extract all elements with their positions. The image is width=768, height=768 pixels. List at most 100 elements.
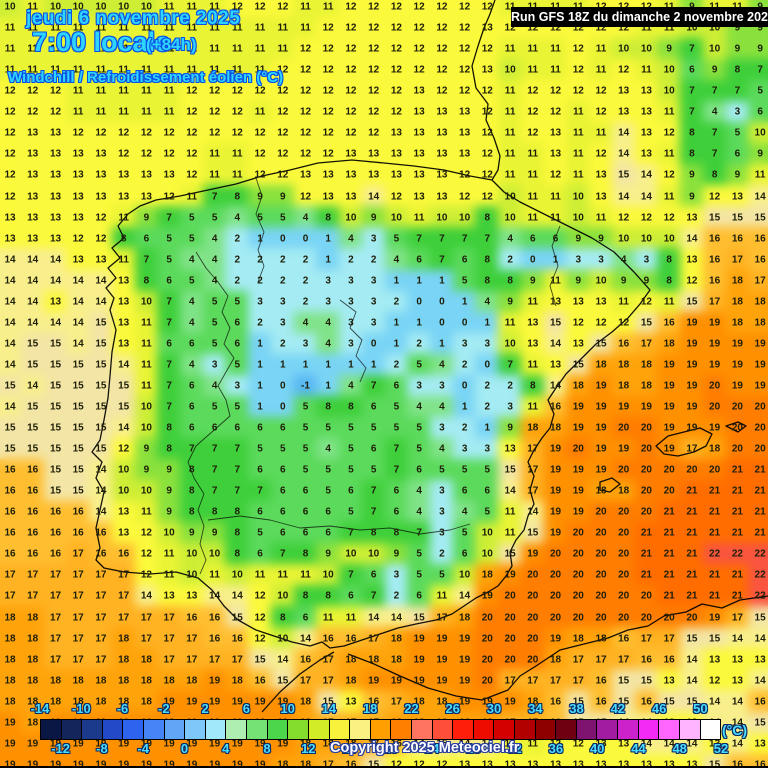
grid-value: 13 — [95, 170, 106, 181]
grid-value: 13 — [118, 338, 129, 349]
grid-value: 12 — [436, 86, 447, 97]
grid-value: 17 — [95, 633, 106, 644]
grid-value: 5 — [348, 444, 354, 455]
grid-value: 14 — [95, 507, 106, 518]
grid-value: 19 — [436, 633, 447, 644]
grid-value: 16 — [27, 549, 38, 560]
grid-value: 12 — [595, 317, 606, 328]
grid-value: 15 — [755, 212, 766, 223]
grid-value: 6 — [348, 486, 354, 497]
grid-value: 11 — [278, 570, 289, 581]
grid-value: 12 — [641, 212, 652, 223]
grid-value: 10 — [118, 465, 129, 476]
grid-value: 13 — [73, 191, 84, 202]
grid-value: 8 — [280, 612, 286, 623]
grid-value: 7 — [348, 570, 354, 581]
grid-value: 18 — [4, 654, 15, 665]
grid-value: 15 — [73, 486, 84, 497]
grid-value: 11 — [528, 191, 539, 202]
grid-value: 14 — [73, 275, 84, 286]
grid-value: 3 — [280, 317, 286, 328]
grid-value: 8 — [166, 423, 172, 434]
grid-value: 12 — [436, 65, 447, 76]
grid-value: 9 — [144, 444, 150, 455]
grid-value: 16 — [732, 759, 743, 766]
grid-value: 3 — [485, 444, 491, 455]
grid-value: 6 — [303, 528, 309, 539]
grid-value: 5 — [394, 401, 400, 412]
grid-value: 19 — [755, 359, 766, 370]
grid-value: 20 — [595, 591, 606, 602]
grid-value: 20 — [641, 507, 652, 518]
grid-value: 7 — [166, 401, 172, 412]
grid-value: 2 — [485, 380, 491, 391]
colorbar-cell — [61, 720, 83, 739]
grid-value: 19 — [573, 401, 584, 412]
grid-value: 12 — [186, 128, 197, 139]
grid-value: 11 — [414, 212, 425, 223]
grid-value: 6 — [280, 486, 286, 497]
grid-value: 17 — [368, 633, 379, 644]
grid-value: 4 — [507, 233, 513, 244]
grid-value: 5 — [348, 423, 354, 434]
grid-value: 6 — [689, 65, 695, 76]
grid-value: 15 — [686, 633, 697, 644]
grid-value: 11 — [596, 128, 607, 139]
grid-value: 19 — [482, 591, 493, 602]
grid-value: 17 — [527, 465, 538, 476]
grid-value: 17 — [73, 612, 84, 623]
grid-value: 10 — [573, 212, 584, 223]
grid-value: 9 — [576, 275, 582, 286]
grid-value: 14 — [27, 275, 38, 286]
grid-value: 19 — [709, 338, 720, 349]
colorbar-top-label: -2 — [144, 701, 184, 716]
grid-value: 10 — [391, 212, 402, 223]
colorbar-cell — [700, 720, 721, 739]
grid-value: 17 — [641, 338, 652, 349]
grid-value: 13 — [459, 107, 470, 118]
grid-value: 13 — [345, 170, 356, 181]
grid-value: 20 — [527, 591, 538, 602]
grid-value: 15 — [73, 465, 84, 476]
grid-value: 1 — [257, 359, 263, 370]
grid-value: 17 — [323, 675, 334, 686]
grid-value: 12 — [459, 86, 470, 97]
grid-value: 13 — [550, 296, 561, 307]
grid-value: 12 — [368, 2, 379, 13]
grid-value: 12 — [277, 128, 288, 139]
grid-value: 6 — [235, 338, 241, 349]
grid-value: 12 — [368, 86, 379, 97]
grid-value: 14 — [550, 338, 561, 349]
grid-value: 9 — [144, 212, 150, 223]
grid-value: 19 — [436, 675, 447, 686]
grid-value: 5 — [757, 86, 763, 97]
grid-value: 3 — [348, 296, 354, 307]
grid-value: 17 — [323, 759, 334, 766]
grid-value: 16 — [732, 233, 743, 244]
grid-value: 17 — [50, 570, 61, 581]
grid-value: 18 — [345, 675, 356, 686]
grid-value: 13 — [323, 191, 334, 202]
grid-value: 7 — [735, 86, 741, 97]
grid-value: 13 — [459, 128, 470, 139]
grid-value: 11 — [118, 86, 129, 97]
grid-value: 12 — [4, 107, 15, 118]
grid-value: 12 — [164, 149, 175, 160]
grid-value: 14 — [300, 633, 311, 644]
grid-value: 17 — [527, 444, 538, 455]
forecast-offset-label: (+84h) — [146, 35, 197, 55]
grid-value: 2 — [280, 254, 286, 265]
grid-value: 13 — [709, 654, 720, 665]
grid-value: 20 — [505, 654, 516, 665]
grid-value: 19 — [595, 401, 606, 412]
grid-value: 11 — [528, 170, 539, 181]
grid-value: 21 — [755, 507, 766, 518]
grid-value: 19 — [550, 486, 561, 497]
grid-value: 18 — [618, 486, 629, 497]
grid-value: 12 — [232, 128, 243, 139]
grid-value: 7 — [166, 359, 172, 370]
grid-value: 12 — [595, 107, 606, 118]
grid-value: 12 — [459, 44, 470, 55]
grid-value: 12 — [414, 759, 425, 766]
colorbar-top-label: 2 — [185, 701, 225, 716]
